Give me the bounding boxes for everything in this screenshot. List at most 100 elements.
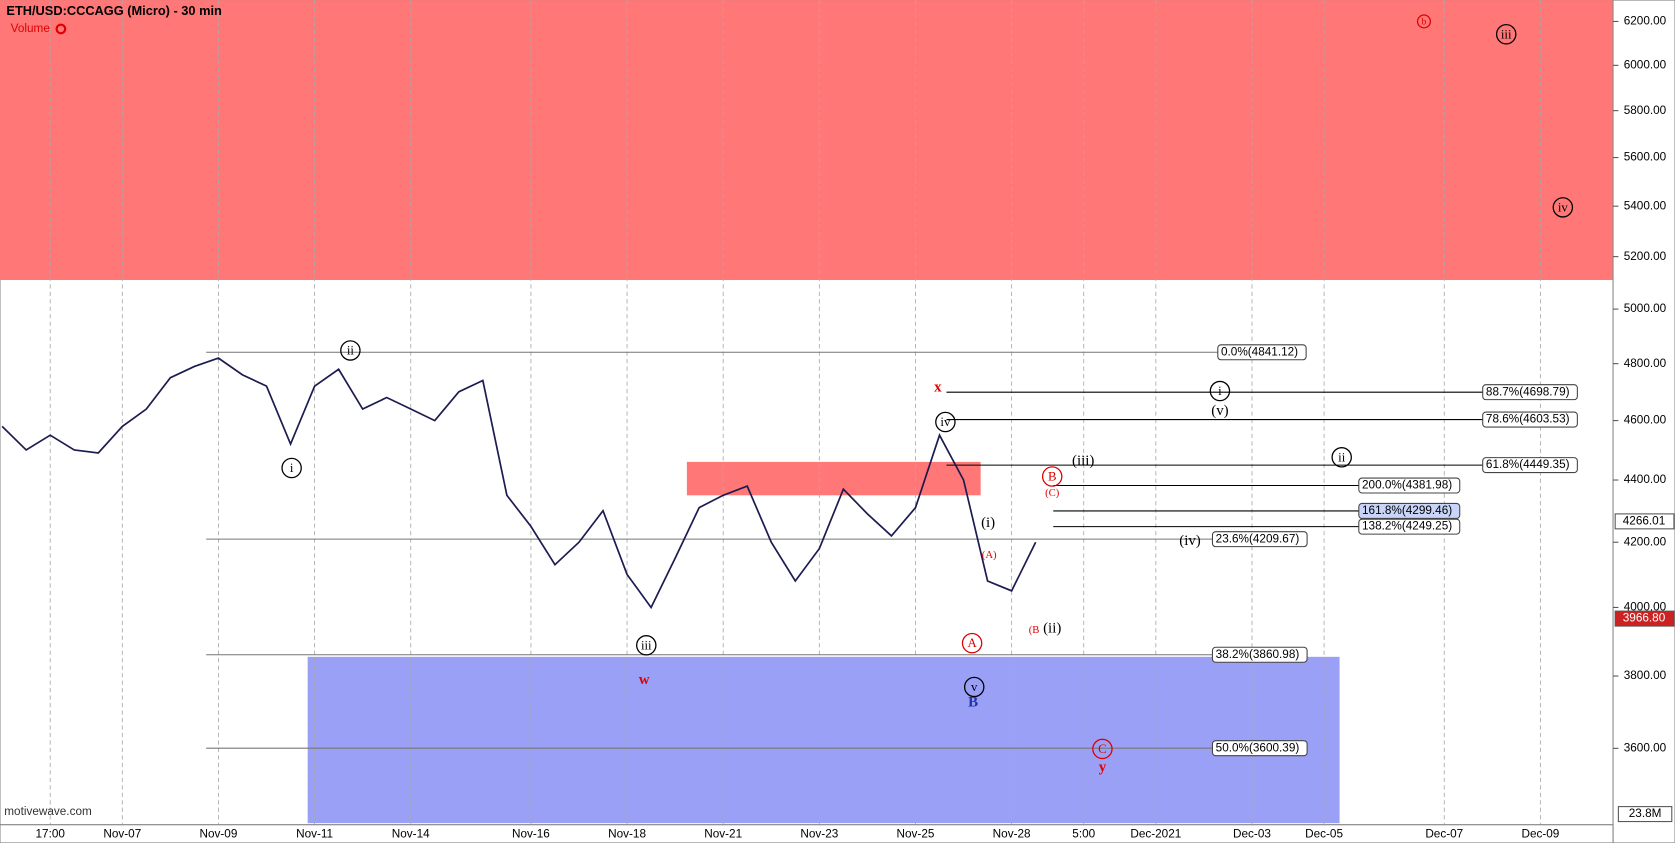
- volume-axis-box: [1617, 806, 1673, 823]
- x-tick-label: 17:00: [36, 827, 66, 840]
- x-tick-label: Nov-07: [103, 827, 141, 840]
- x-tick-label: Nov-14: [392, 827, 430, 840]
- x-tick-label: 5:00: [1072, 827, 1095, 840]
- level-label: 50.0%(3600.39): [1216, 741, 1300, 754]
- wave-label: (iii): [1072, 453, 1094, 469]
- price-marker-label: 3966.80: [1623, 612, 1666, 625]
- wave-circle: [636, 635, 657, 656]
- x-tick-label: Dec-05: [1305, 827, 1343, 840]
- y-tick-label: 4400.00: [1624, 473, 1667, 486]
- level-label-box: [1482, 384, 1578, 401]
- wave-label: i: [1218, 384, 1222, 398]
- wave-circle: [963, 676, 985, 698]
- y-axis-panel: [1612, 0, 1675, 844]
- level-label-box: [1217, 344, 1307, 361]
- y-tick-label: 5800.00: [1624, 104, 1667, 117]
- level-label: 23.6%(4209.67): [1216, 532, 1300, 545]
- wave-label: (i): [981, 515, 995, 531]
- level-label: 61.8%(4449.35): [1486, 458, 1570, 471]
- wave-label: (v): [1211, 403, 1228, 419]
- wave-label: iii: [1501, 27, 1512, 41]
- level-label: 88.7%(4698.79): [1486, 385, 1570, 398]
- wave-label: x: [934, 379, 942, 395]
- wave-circle: [961, 632, 983, 654]
- wave-label: (ii): [1043, 621, 1061, 637]
- volume-axis-label: 23.8M: [1629, 807, 1662, 820]
- wave-label: b: [1422, 17, 1427, 28]
- y-tick-label: 6000.00: [1624, 58, 1667, 71]
- y-tick-label: 6200.00: [1624, 15, 1667, 28]
- x-tick-label: Nov-18: [608, 827, 646, 840]
- y-tick-label: 3800.00: [1624, 669, 1667, 682]
- y-tick-label: 4200.00: [1624, 535, 1667, 548]
- wave-circle: [281, 457, 302, 479]
- wave-label: (iv): [1179, 533, 1201, 549]
- wave-label: B: [1048, 470, 1057, 484]
- x-tick-label: Dec-09: [1521, 827, 1559, 840]
- zone: [307, 656, 1340, 824]
- zone: [686, 461, 981, 496]
- wave-label: (A): [982, 549, 997, 561]
- level-label-box: [1211, 531, 1308, 548]
- x-tick-label: Dec-03: [1233, 827, 1271, 840]
- x-tick-label: Nov-09: [200, 827, 238, 840]
- zone: [0, 0, 1614, 280]
- wave-circle: [935, 411, 956, 433]
- wave-circle: [1209, 380, 1231, 402]
- y-tick-label: 5600.00: [1624, 151, 1667, 164]
- wave-label: C: [1098, 742, 1107, 756]
- wave-label: ii: [1338, 450, 1346, 464]
- wave-label: v: [971, 680, 978, 694]
- x-tick-label: Dec-07: [1425, 827, 1463, 840]
- level-label-box: [1482, 411, 1578, 428]
- y-tick-label: 4800.00: [1624, 357, 1667, 370]
- wave-label: w: [639, 672, 650, 688]
- level-label-box: [1211, 646, 1308, 663]
- x-tick-label: Nov-16: [512, 827, 550, 840]
- x-tick-label: Nov-21: [704, 827, 742, 840]
- x-tick-label: Nov-28: [993, 827, 1031, 840]
- wave-label: iii: [641, 638, 652, 652]
- y-tick-label: 5000.00: [1624, 302, 1667, 315]
- x-tick-label: Nov-23: [800, 827, 838, 840]
- wave-label: (C): [1045, 487, 1060, 499]
- level-label-box: [1358, 518, 1461, 535]
- y-tick-label: 5400.00: [1624, 199, 1667, 212]
- price-marker-label: 4266.01: [1623, 514, 1665, 527]
- x-tick-label: Nov-25: [897, 827, 935, 840]
- x-tick-label: Nov-11: [296, 827, 333, 840]
- level-label-box: [1358, 502, 1461, 519]
- wave-circle: [340, 340, 361, 361]
- wave-label: A: [967, 636, 977, 650]
- watermark: motivewave.com: [4, 805, 92, 818]
- wave-label: ii: [347, 343, 355, 357]
- wave-label: (B: [1029, 624, 1040, 636]
- level-label: 78.6%(4603.53): [1486, 413, 1570, 426]
- wave-label: iv: [940, 415, 951, 429]
- y-tick-label: 5200.00: [1624, 250, 1667, 263]
- wave-circle: [1092, 738, 1113, 760]
- y-tick-label: 4600.00: [1624, 414, 1667, 427]
- level-label: 138.2%(4249.25): [1362, 520, 1452, 533]
- wave-label: B: [968, 694, 978, 710]
- wave-label: y: [1099, 760, 1107, 776]
- chart-title: ETH/USD:CCCAGG (Micro) - 30 min: [6, 3, 222, 18]
- wave-circle: [1416, 14, 1432, 29]
- price-marker-box: [1614, 610, 1675, 627]
- indicator-label[interactable]: Volume: [11, 22, 51, 35]
- y-tick-label: 3600.00: [1624, 741, 1667, 754]
- level-label: 38.2%(3860.98): [1216, 648, 1300, 661]
- wave-label: iv: [1558, 200, 1569, 214]
- level-label-box: [1211, 740, 1308, 757]
- wave-circle: [1552, 197, 1574, 218]
- price-marker-box: [1614, 513, 1675, 530]
- wave-label: i: [290, 461, 294, 475]
- x-tick-label: Dec-2021: [1130, 827, 1181, 840]
- settings-icon[interactable]: [55, 23, 67, 35]
- level-label: 161.8%(4299.46): [1362, 504, 1452, 517]
- wave-circle: [1331, 447, 1352, 468]
- wave-circle: [1495, 24, 1517, 45]
- wave-circle: [1041, 466, 1063, 487]
